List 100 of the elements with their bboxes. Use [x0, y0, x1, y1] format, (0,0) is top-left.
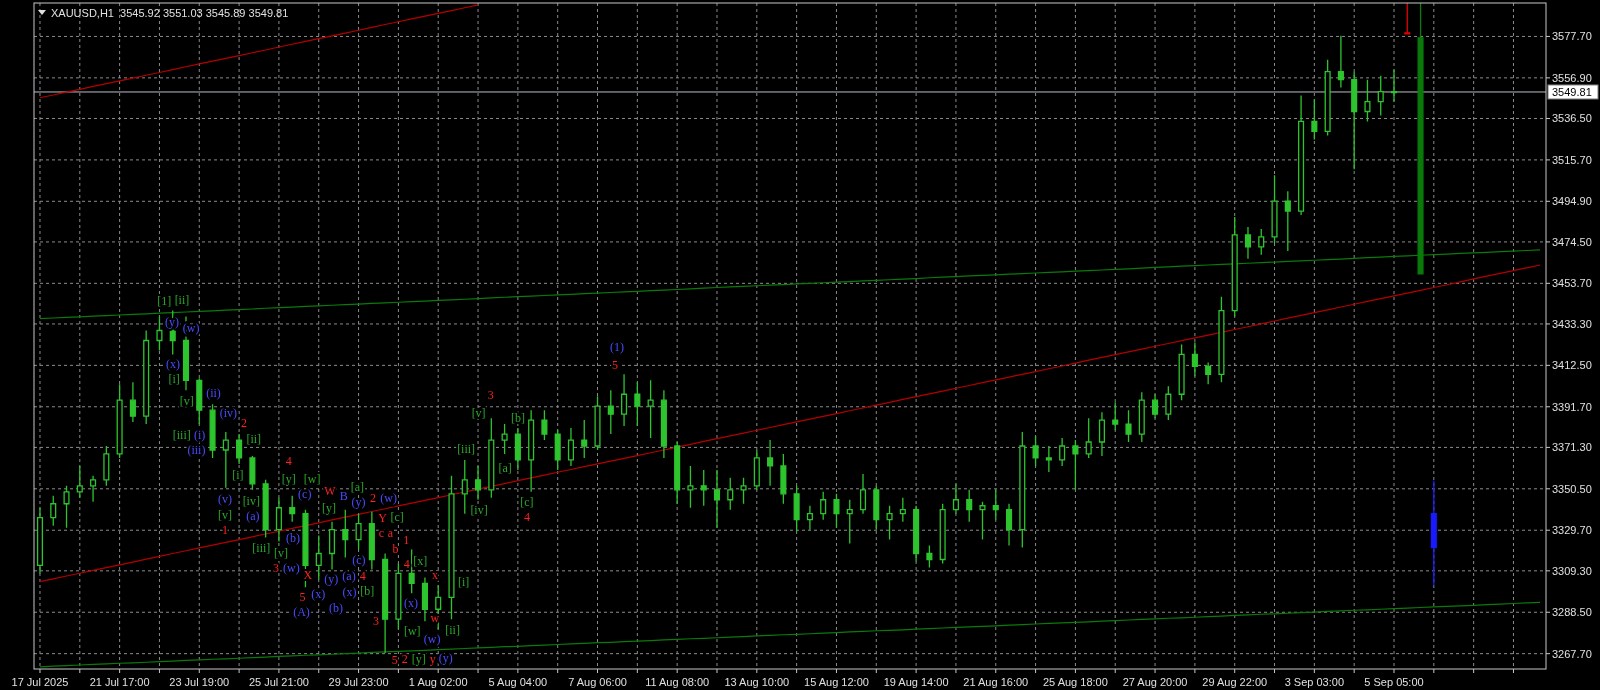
candlestick [1284, 190, 1291, 252]
annotation: a [387, 526, 394, 540]
candlestick [567, 427, 575, 467]
x-tick-label: 27 Aug 20:00 [1122, 676, 1188, 688]
annotation: 3 [372, 614, 379, 628]
candlestick [1191, 341, 1198, 377]
candlestick [1045, 445, 1052, 473]
x-tick-label: 29 Jul 23:00 [328, 676, 389, 688]
y-tick-label: 3267.70 [1552, 647, 1592, 660]
annotation: [ii] [174, 293, 190, 307]
candlestick [90, 475, 97, 503]
y-tick-label: 3515.70 [1552, 153, 1592, 166]
candlestick [1032, 435, 1039, 467]
candlestick [952, 483, 959, 515]
y-tick-label: 3329.70 [1552, 524, 1592, 537]
candlestick [103, 445, 110, 487]
candlestick [143, 329, 150, 425]
x-tick-label: 11 Aug 08:00 [645, 676, 710, 688]
annotation: (w) [182, 321, 200, 335]
annotation: (c) [352, 553, 366, 567]
y-tick-label: 3453.70 [1552, 277, 1592, 290]
annotation: Y [378, 511, 388, 525]
annotation: 2 [370, 491, 377, 505]
candlestick [262, 479, 269, 539]
y-tick-label: 3309.30 [1552, 564, 1592, 577]
candlestick [607, 389, 614, 435]
annotation: [ii] [445, 623, 460, 637]
y-tick-label: 3288.50 [1552, 606, 1592, 619]
annotation: [a] [350, 480, 365, 494]
annotation: b [392, 542, 399, 556]
annotation: 3 [487, 388, 494, 402]
candlestick [528, 409, 535, 493]
candlestick [342, 509, 349, 559]
candlestick [1324, 59, 1331, 137]
y-tick-label: 3391.70 [1552, 400, 1592, 413]
annotation: [a] [498, 461, 512, 475]
candlestick [514, 427, 521, 471]
candlestick [621, 373, 628, 427]
annotation: (x) [342, 585, 357, 599]
x-tick-label: 29 Aug 22:00 [1202, 676, 1268, 688]
candlestick [899, 497, 906, 523]
annotation: (iv) [219, 406, 238, 420]
candlestick [740, 477, 747, 505]
annotation: (1) [610, 340, 625, 354]
candlestick [1112, 401, 1119, 431]
y-tick-label: 3433.30 [1552, 317, 1592, 330]
candlestick [1152, 393, 1159, 419]
y-tick-label: 3556.90 [1552, 71, 1592, 84]
annotation: 4 [359, 569, 366, 583]
x-tick-label: 15 Aug 12:00 [804, 676, 869, 688]
candlestick [767, 439, 774, 487]
x-tick-label: 1 Aug 02:00 [408, 676, 468, 688]
annotation: [i] [168, 372, 180, 386]
annotation: [y] [281, 472, 296, 486]
candlestick [966, 489, 973, 523]
candlestick [76, 465, 83, 499]
candlestick [1390, 69, 1398, 103]
x-tick-label: 19 Aug 14:00 [883, 676, 949, 688]
candlestick [501, 423, 508, 455]
candlestick [1364, 79, 1371, 123]
annotation: (w) [423, 632, 441, 646]
candlestick [289, 495, 296, 523]
annotation: 4 [523, 510, 530, 524]
candlestick [913, 505, 920, 563]
annotation: (y) [351, 495, 366, 509]
candlestick [1205, 361, 1212, 385]
candlestick [713, 469, 721, 529]
y-tick-label: 3474.50 [1552, 235, 1592, 248]
annotation: (x) [404, 596, 419, 610]
annotation: 5 [612, 358, 619, 372]
annotation: [iii] [252, 541, 271, 555]
candlestick [979, 501, 986, 541]
x-tick-label: 21 Aug 16:00 [963, 676, 1029, 688]
candlestick [368, 511, 375, 571]
annotation: [iv] [470, 503, 488, 517]
candlestick [687, 465, 694, 509]
annotation: W [324, 484, 337, 498]
annotation: (b) [285, 531, 300, 545]
candlestick [793, 485, 800, 533]
x-tick-label: 21 Jul 17:00 [89, 676, 150, 688]
x-tick-label: 17 Jul 2025 [11, 676, 69, 688]
candlestick [275, 497, 282, 543]
candlestick [382, 552, 389, 654]
annotation: 5 [391, 653, 398, 667]
annotation: [i] [458, 575, 470, 589]
annotation: 1 [222, 523, 229, 537]
annotation: [b] [511, 411, 526, 425]
annotation: [iv] [242, 494, 260, 508]
line-series [39, 4, 479, 99]
y-tick-label: 3536.50 [1552, 112, 1592, 125]
candlestick [1231, 216, 1238, 318]
annotation: [c] [390, 510, 404, 524]
annotation: (y) [438, 651, 453, 665]
annotation: (a) [342, 569, 356, 583]
annotation: 5 [299, 590, 306, 604]
candlestick [1351, 71, 1358, 170]
candlestick [1271, 174, 1278, 244]
candlestick [647, 379, 654, 439]
candlestick [753, 449, 760, 491]
annotation: (i) [193, 428, 206, 442]
